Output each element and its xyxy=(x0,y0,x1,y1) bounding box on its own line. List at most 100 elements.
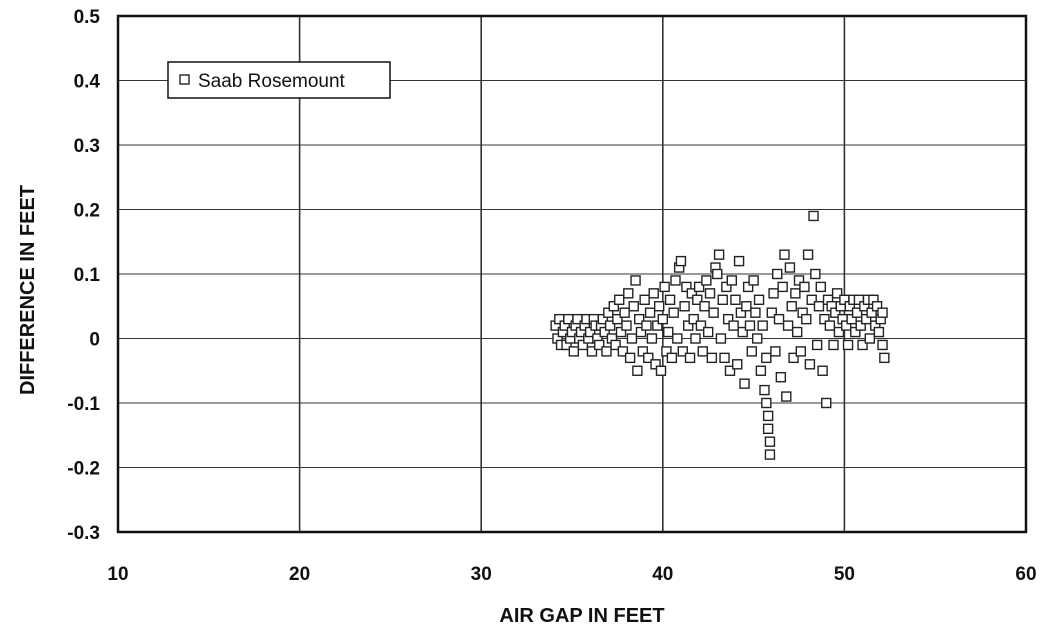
y-tick-labels: -0.3 -0.2 -0.1 0 0.1 0.2 0.3 0.4 0.5 xyxy=(67,7,100,544)
data-point xyxy=(615,326,627,338)
data-point xyxy=(746,346,757,357)
data-point xyxy=(791,326,803,338)
y-tick-label: 0.3 xyxy=(74,136,100,157)
data-point xyxy=(604,320,616,331)
data-point xyxy=(708,307,719,318)
data-point xyxy=(619,307,630,318)
y-tick-label: 0 xyxy=(89,330,100,351)
data-point xyxy=(815,281,826,293)
data-point xyxy=(695,320,707,331)
data-point xyxy=(801,313,812,325)
data-point xyxy=(693,281,705,293)
data-point xyxy=(686,288,698,299)
data-point xyxy=(877,307,888,318)
data-point xyxy=(755,365,767,376)
data-points xyxy=(550,210,890,460)
data-point xyxy=(724,365,736,376)
data-point xyxy=(795,346,807,357)
data-point xyxy=(703,326,714,338)
data-point xyxy=(784,262,796,273)
data-point xyxy=(842,339,854,351)
data-point xyxy=(677,346,688,357)
data-point xyxy=(775,372,787,383)
data-point xyxy=(668,307,679,318)
data-point xyxy=(748,275,759,286)
data-point xyxy=(857,339,868,351)
legend: Saab Rosemount xyxy=(167,61,391,99)
data-point xyxy=(873,326,885,338)
data-point xyxy=(773,313,785,325)
data-point xyxy=(764,449,776,460)
data-point xyxy=(612,313,623,325)
x-tick-labels: 10 20 30 40 50 60 xyxy=(107,564,1036,585)
data-point xyxy=(726,275,738,286)
data-point xyxy=(659,281,670,293)
data-point xyxy=(730,294,741,305)
data-point xyxy=(759,384,770,396)
data-point xyxy=(741,301,752,312)
data-point xyxy=(877,339,888,351)
data-point xyxy=(781,391,792,402)
data-point xyxy=(841,320,852,331)
data-point xyxy=(866,307,877,318)
data-point xyxy=(864,333,876,344)
data-point xyxy=(652,320,663,331)
data-point xyxy=(594,339,605,351)
data-point xyxy=(851,307,863,318)
y-tick-label: -0.3 xyxy=(67,523,100,544)
data-point xyxy=(632,365,643,376)
data-point xyxy=(764,436,776,447)
data-point xyxy=(808,210,819,222)
data-point xyxy=(860,313,872,325)
data-point xyxy=(601,346,612,357)
data-point xyxy=(766,307,777,318)
data-point xyxy=(657,313,668,325)
data-point xyxy=(617,346,629,357)
data-point xyxy=(648,288,659,299)
x-axis-label: AIR GAP IN FEET xyxy=(499,605,664,627)
x-tick-label: 40 xyxy=(652,564,673,585)
data-point xyxy=(568,346,580,357)
data-point xyxy=(761,397,772,409)
data-point xyxy=(768,288,779,299)
data-point xyxy=(701,275,712,286)
data-point xyxy=(790,288,801,299)
data-point xyxy=(610,339,621,351)
data-point xyxy=(833,326,845,338)
data-point xyxy=(722,313,734,325)
data-point xyxy=(850,326,861,338)
data-point xyxy=(706,352,718,364)
data-point xyxy=(732,359,743,370)
data-point xyxy=(770,346,781,357)
legend-marker xyxy=(179,74,190,85)
data-point xyxy=(684,352,696,364)
data-point xyxy=(753,294,765,305)
data-point xyxy=(782,320,794,331)
data-point xyxy=(717,294,728,305)
data-point xyxy=(670,275,681,286)
data-point xyxy=(762,410,774,422)
data-point xyxy=(663,326,674,338)
data-point xyxy=(661,346,672,357)
data-point xyxy=(879,352,890,364)
data-point xyxy=(603,307,614,318)
data-point xyxy=(802,249,814,260)
y-tick-label: 0.1 xyxy=(74,265,101,286)
data-point xyxy=(637,346,649,357)
data-point xyxy=(786,301,797,312)
data-point xyxy=(635,326,647,338)
data-point xyxy=(626,333,638,344)
y-tick-label: -0.1 xyxy=(67,394,100,415)
data-point xyxy=(690,333,701,344)
data-point xyxy=(813,301,825,312)
data-point xyxy=(623,288,634,299)
data-point xyxy=(824,320,836,331)
y-tick-label: -0.2 xyxy=(67,459,100,480)
data-point xyxy=(614,294,625,305)
data-point xyxy=(719,352,730,364)
data-point xyxy=(739,378,750,389)
data-point xyxy=(831,288,843,299)
data-point xyxy=(871,301,883,312)
data-point xyxy=(735,307,747,318)
